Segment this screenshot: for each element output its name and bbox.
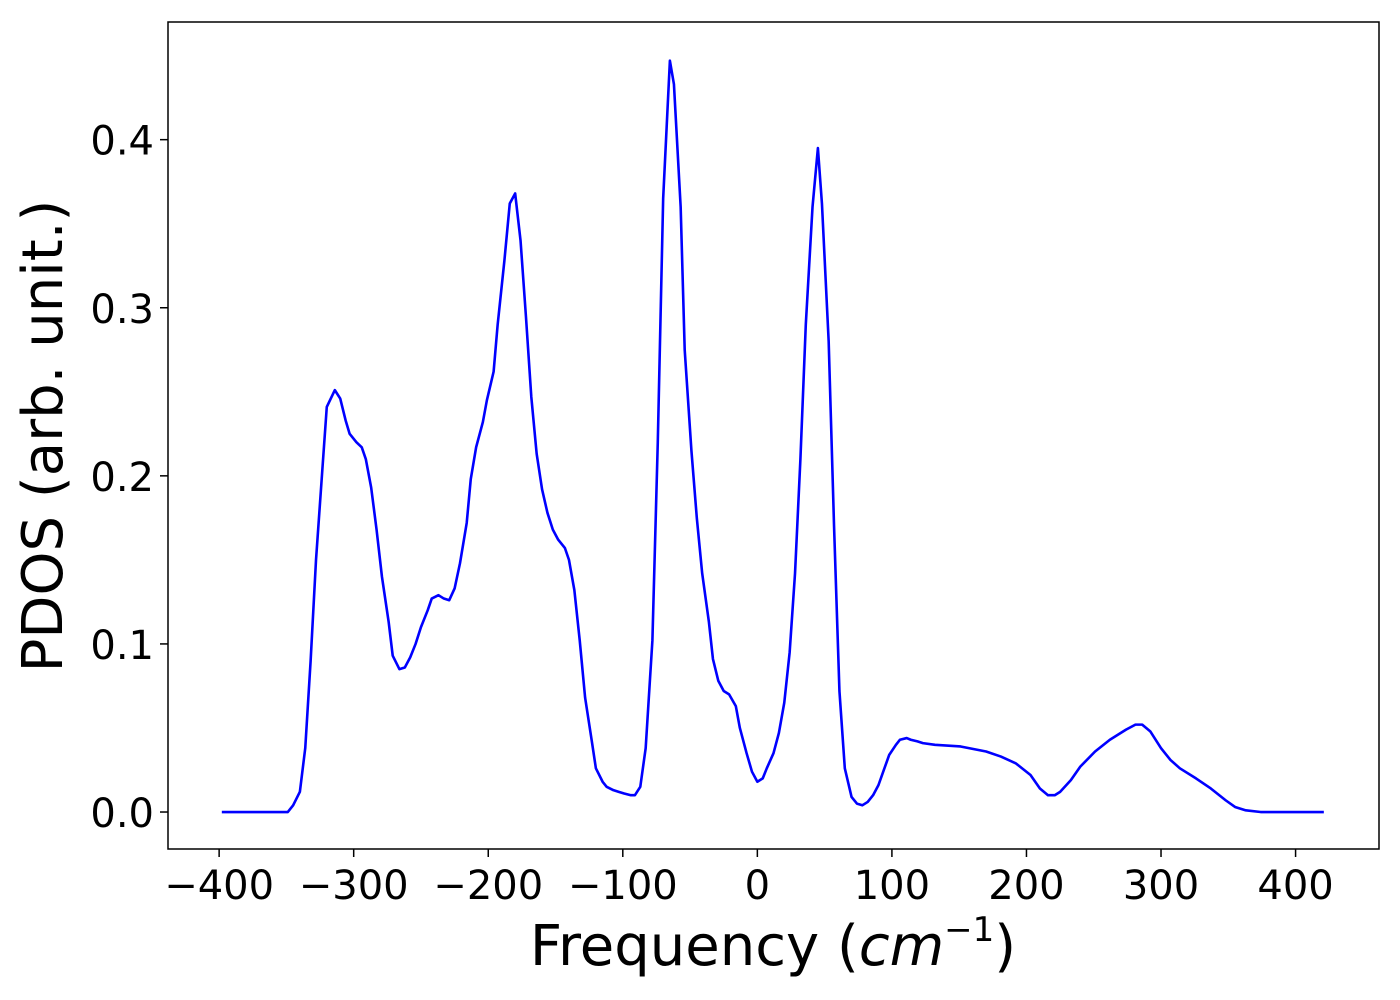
x-tick-label: 200 <box>988 863 1064 909</box>
x-tick-label: 0 <box>745 863 770 909</box>
x-tick-label: −300 <box>299 863 409 909</box>
y-tick-label: 0.3 <box>90 287 154 333</box>
x-tick-label: −100 <box>568 863 678 909</box>
x-tick-label: 100 <box>854 863 930 909</box>
y-tick-label: 0.0 <box>90 791 154 837</box>
plot-frame <box>167 21 1380 850</box>
line <box>221 59 1324 814</box>
x-tick-label: −400 <box>164 863 274 909</box>
x-tick-label: −200 <box>433 863 543 909</box>
x-axis-label: Frequency (cm−1) <box>530 910 1016 979</box>
y-tick-label: 0.4 <box>90 119 154 165</box>
y-axis-label: PDOS (arb. unit.) <box>11 200 76 673</box>
x-tick-label: 300 <box>1123 863 1199 909</box>
y-tick-label: 0.2 <box>90 455 154 501</box>
x-tick-label: 400 <box>1257 863 1333 909</box>
y-tick-label: 0.1 <box>90 623 154 669</box>
